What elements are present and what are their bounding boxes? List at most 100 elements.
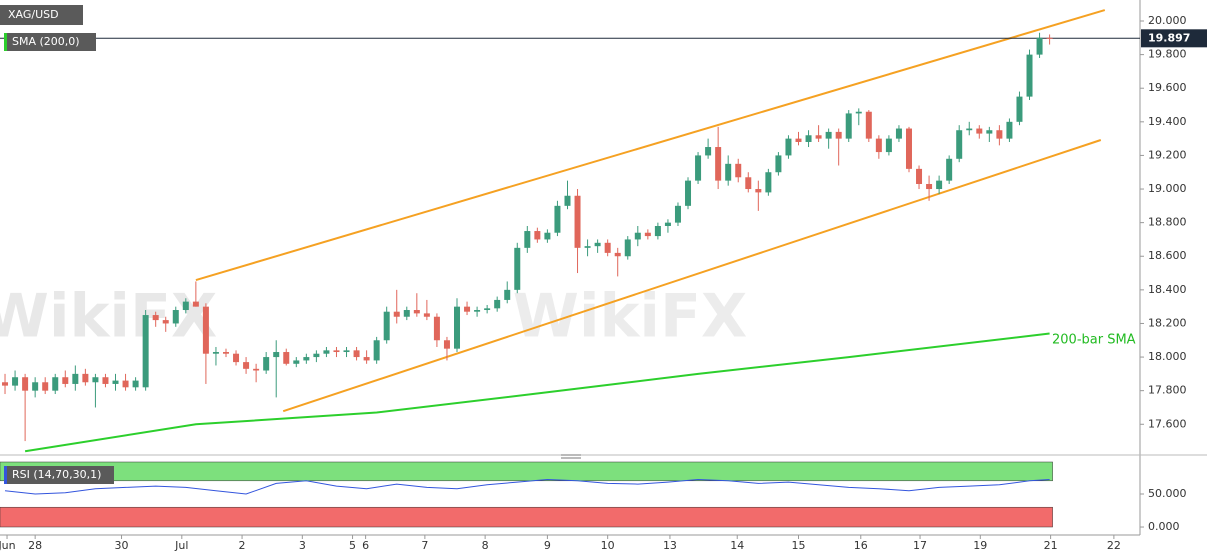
x-tick-label: 2 — [239, 539, 246, 552]
x-tick-label: 9 — [544, 539, 551, 552]
candle-body — [82, 373, 89, 383]
y-tick-label: 19.000 — [1148, 182, 1187, 195]
candle-body — [142, 315, 149, 388]
candle-body — [122, 380, 129, 388]
trendline — [282, 139, 1102, 413]
candle-body — [32, 382, 39, 391]
candle-body — [885, 138, 892, 153]
candle-body — [1046, 37, 1053, 39]
candle-body — [12, 377, 19, 386]
candle-body — [42, 382, 49, 391]
candle-body — [926, 183, 933, 190]
x-tick-label: 19 — [973, 539, 987, 552]
candle-body — [212, 352, 219, 354]
x-tick-label: 28 — [28, 539, 42, 552]
x-tick-label: 13 — [663, 539, 677, 552]
candle-body — [273, 352, 280, 358]
candle-body — [474, 310, 481, 312]
candle-body — [644, 232, 651, 237]
candle-body — [634, 232, 641, 240]
y-tick-label: 18.400 — [1148, 283, 1187, 296]
x-tick-label: 14 — [730, 539, 744, 552]
candle-body — [755, 189, 762, 193]
rsi-title: RSI (14,70,30,1) — [12, 468, 101, 481]
candle-body — [936, 180, 943, 190]
candle-body — [735, 163, 742, 178]
candle-body — [956, 130, 963, 159]
candle-body — [222, 352, 229, 354]
y-tick-label: 19.200 — [1148, 148, 1187, 161]
candle-body — [202, 306, 209, 354]
candle-body — [132, 380, 139, 388]
candle-body — [865, 111, 872, 139]
y-tick-label: 17.600 — [1148, 417, 1187, 430]
candle-body — [996, 130, 1003, 139]
candle-body — [243, 362, 250, 369]
y-tick-label: 19.800 — [1148, 48, 1187, 61]
candle-body — [594, 242, 601, 247]
candle-body — [2, 382, 9, 386]
candle-body — [986, 130, 993, 134]
candle-body — [112, 380, 119, 384]
candle-body — [905, 128, 912, 169]
candle-body — [584, 246, 591, 248]
candle-body — [815, 135, 822, 139]
watermark: WikiFX — [513, 282, 747, 352]
rsi-tick-label: 0.000 — [1148, 520, 1180, 533]
y-tick-label: 19.600 — [1148, 81, 1187, 94]
candle-body — [494, 299, 501, 309]
candle-body — [504, 289, 511, 300]
scroll-handle[interactable] — [561, 454, 581, 459]
symbol-label: XAG/USD — [8, 8, 59, 21]
candle-body — [604, 242, 611, 253]
candle-body — [574, 195, 581, 248]
candle-body — [373, 340, 380, 361]
candle-body — [162, 320, 169, 324]
candle-body — [1016, 96, 1023, 122]
candle-body — [685, 180, 692, 206]
candle-body — [283, 352, 290, 364]
candle-body — [333, 350, 340, 353]
candle-body — [745, 177, 752, 190]
candle-body — [966, 128, 973, 131]
candle-body — [895, 128, 902, 139]
candle-body — [765, 172, 772, 193]
candle-body — [353, 350, 360, 358]
last-price-box — [1141, 29, 1207, 48]
x-tick-label: 6 — [362, 539, 369, 552]
rsi-tick-label: 50.000 — [1148, 487, 1187, 500]
rsi-line — [4, 478, 1050, 495]
candle-body — [664, 222, 671, 226]
indicator-label: SMA (200,0) — [12, 35, 80, 48]
watermark: WikiFX — [0, 282, 217, 352]
candle-body — [464, 306, 471, 312]
candle-body — [52, 377, 59, 391]
candle-body — [443, 340, 450, 349]
x-tick-label: Jun — [0, 539, 16, 552]
candle-body — [1006, 121, 1013, 139]
candle-body — [695, 155, 702, 181]
rsi-oversold-zone — [0, 506, 1053, 528]
candle-body — [22, 377, 29, 391]
x-tick-label: 22 — [1107, 539, 1121, 552]
candle-body — [654, 226, 661, 237]
candle-body — [624, 239, 631, 257]
y-tick-label: 18.200 — [1148, 316, 1187, 329]
candle-body — [524, 231, 531, 248]
candle-body — [674, 205, 681, 223]
candle-body — [805, 135, 812, 142]
candle-body — [514, 247, 521, 290]
trendline — [195, 9, 1106, 282]
candle-body — [705, 147, 712, 156]
x-tick-label: Jul — [174, 539, 188, 552]
candle-body — [875, 138, 882, 153]
x-tick-label: 30 — [115, 539, 129, 552]
candle-body — [725, 163, 732, 181]
candle-body — [393, 311, 400, 317]
candle-body — [253, 368, 260, 371]
x-tick-label: 16 — [854, 539, 868, 552]
x-tick-label: 7 — [421, 539, 428, 552]
candle-body — [263, 357, 270, 371]
candle-body — [303, 357, 310, 361]
